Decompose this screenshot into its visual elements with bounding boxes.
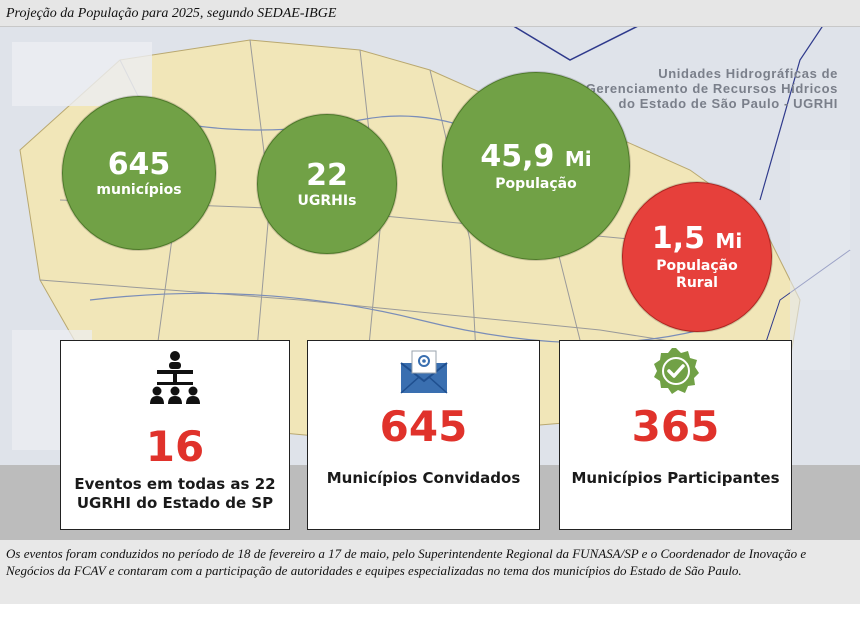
events-card: 16 Eventos em todas as 22 UGRHI do Estad… — [60, 340, 290, 530]
population-value: 45,9 — [480, 138, 555, 174]
events-description: Os eventos foram conduzidos no período d… — [6, 546, 807, 578]
footer-area — [0, 540, 860, 604]
ugrhis-circle: 22 UGRHIs — [257, 114, 397, 254]
invited-label: Municípios Convidados — [326, 469, 521, 487]
population-caption: Projeção da População para 2025, segundo… — [6, 6, 337, 21]
map-title: Unidades Hidrográficas de Gerenciamento … — [538, 66, 838, 111]
population-unit: Mi — [564, 146, 592, 171]
rural-population-circle: 1,5 Mi População Rural — [622, 182, 772, 332]
events-label-line-2: UGRHI do Estado de SP — [76, 494, 274, 512]
population-circle: 45,9 Mi População — [442, 72, 630, 260]
ugrhis-count: 22 — [306, 157, 348, 193]
meeting-people-icon — [147, 349, 203, 410]
verified-check-badge-icon — [652, 347, 700, 400]
rural-population-label-line-2: Rural — [676, 275, 718, 291]
events-label-line-1: Eventos em todas as 22 — [74, 475, 276, 493]
population-label: População — [495, 175, 577, 192]
municipios-circle: 645 municípios — [62, 96, 216, 250]
rural-population-label-line-1: População — [656, 258, 738, 274]
ugrhis-label: UGRHIs — [297, 192, 357, 209]
municipios-count: 645 — [107, 146, 171, 182]
invited-count: 645 — [379, 402, 468, 451]
email-envelope-icon — [399, 349, 449, 400]
map-title-line-3: do Estado de São Paulo - UGRHI — [618, 96, 838, 111]
rural-population-unit: Mi — [715, 229, 743, 253]
rural-population-value: 1,5 — [651, 221, 705, 256]
participating-count: 365 — [631, 402, 720, 451]
map-title-line-1: Unidades Hidrográficas de — [658, 66, 838, 81]
invited-municipalities-card: 645 Municípios Convidados — [307, 340, 540, 530]
population-caption-bar: Projeção da População para 2025, segundo… — [0, 0, 860, 27]
participating-municipalities-card: 365 Municípios Participantes — [559, 340, 792, 530]
participating-label: Municípios Participantes — [571, 469, 780, 487]
map-title-line-2: Gerenciamento de Recursos Hídricos — [585, 81, 838, 96]
events-count: 16 — [145, 422, 205, 471]
municipios-label: municípios — [96, 181, 182, 198]
